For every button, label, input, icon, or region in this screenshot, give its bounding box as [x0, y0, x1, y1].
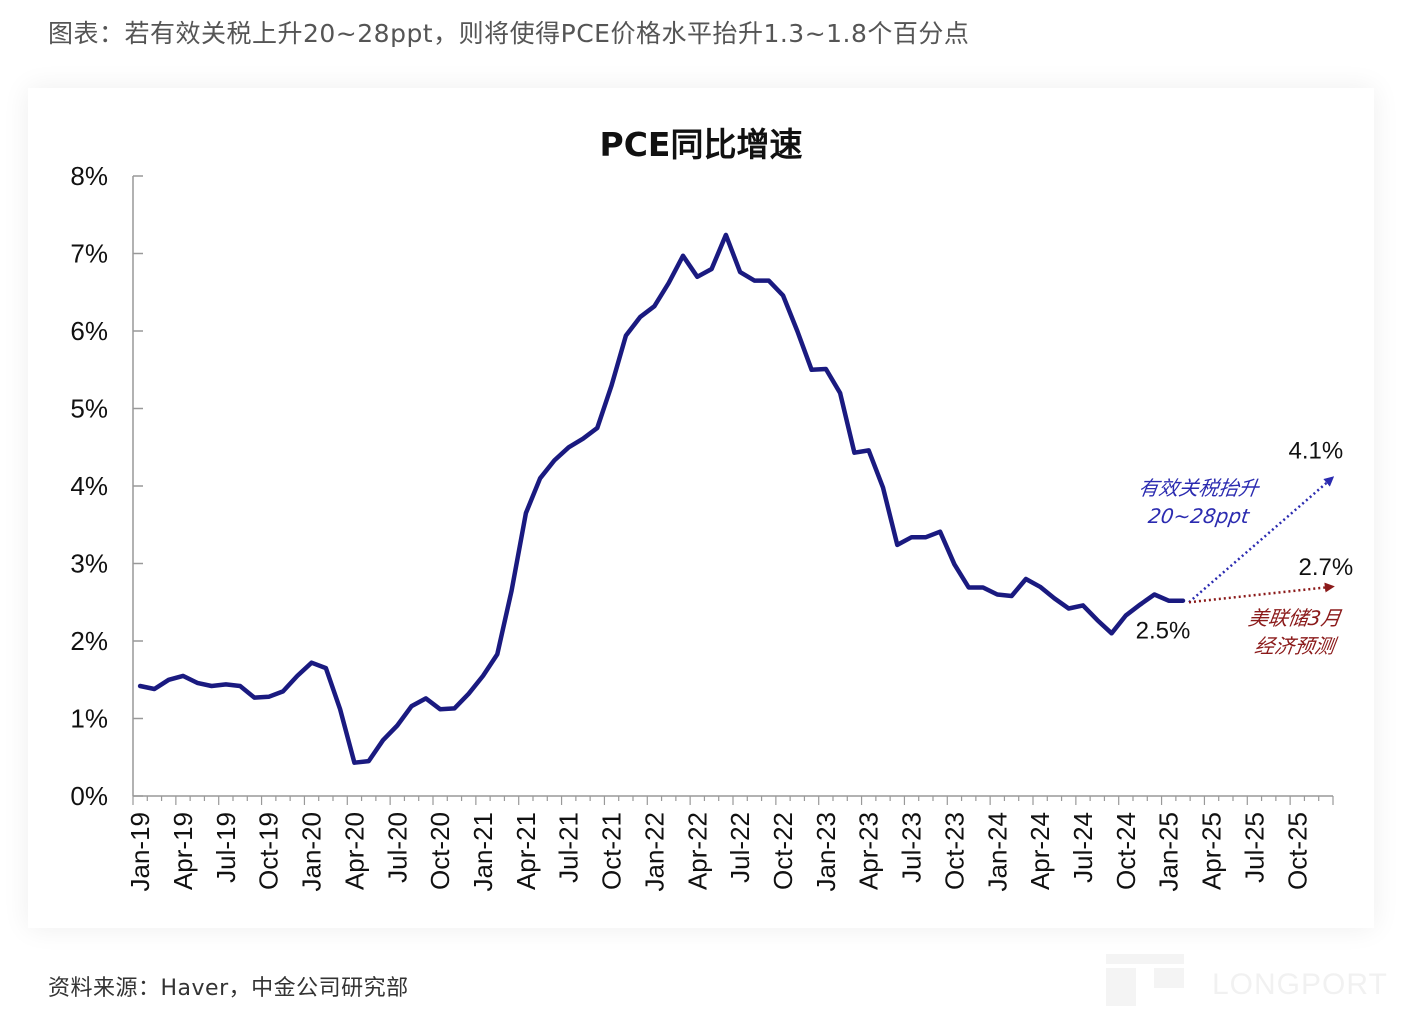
x-tick-label: Jul-22: [725, 812, 755, 883]
x-tick-label: Apr-24: [1025, 812, 1055, 890]
x-tick-label: Apr-19: [168, 812, 198, 890]
x-tick-label: Oct-21: [597, 812, 627, 890]
y-tick-label: 1%: [70, 704, 108, 734]
chart-title: PCE同比增速: [599, 125, 803, 164]
x-tick-label: Jul-21: [554, 812, 584, 883]
x-tick-label: Oct-23: [939, 812, 969, 890]
y-tick-label: 4%: [70, 471, 108, 501]
x-tick-label: Apr-22: [682, 812, 712, 890]
y-tick-label: 7%: [70, 239, 108, 269]
tariff-projection-arrow: [1188, 476, 1335, 604]
y-tick-label: 8%: [70, 161, 108, 191]
x-tick-label: Jan-21: [468, 812, 498, 892]
x-tick-label: Oct-20: [425, 812, 455, 890]
x-tick-label: Oct-25: [1282, 812, 1312, 890]
watermark-text: LONGPORT: [1212, 968, 1388, 1001]
x-tick-label: Jan-19: [125, 812, 155, 892]
x-tick-label: Apr-20: [339, 812, 369, 890]
x-tick-label: Jan-20: [297, 812, 327, 892]
value-label: 4.1%: [1289, 437, 1344, 464]
y-axis-ticks: 0% 1% 2% 3% 4% 5% 6% 7% 8%: [70, 161, 143, 811]
x-tick-label: Jan-24: [982, 812, 1012, 892]
fed-annotation-line: 美联储3月: [1247, 606, 1344, 630]
x-tick-label: Jan-23: [811, 812, 841, 892]
page-heading: 图表：若有效关税上升20~28ppt，则将使得PCE价格水平抬升1.3~1.8个…: [48, 19, 970, 48]
x-tick-label: Jul-20: [382, 812, 412, 883]
x-tick-label: Jul-24: [1068, 812, 1098, 883]
x-tick-label: Jan-25: [1154, 812, 1184, 892]
fed-projection-arrow: [1188, 582, 1335, 604]
pce-series: [137, 232, 1186, 765]
y-tick-label: 6%: [70, 316, 108, 346]
x-tick-label: Jul-19: [211, 812, 241, 883]
x-tick-label: Jul-25: [1239, 812, 1269, 883]
x-tick-label: Jan-22: [639, 812, 669, 892]
longport-watermark: LONGPORT: [1106, 954, 1396, 1006]
x-tick-label: Oct-24: [1111, 812, 1141, 890]
value-label: 2.5%: [1136, 617, 1191, 644]
x-axis-ticks: Jan-19 Apr-19 Jul-19 Oct-19 Jan-20 Apr-20 Jul-…: [125, 796, 1334, 892]
tariff-annotation-line: 20~28ppt: [1147, 504, 1252, 528]
longport-logo-icon: [1106, 954, 1184, 1006]
y-tick-label: 5%: [70, 394, 108, 424]
projection-arrows: [1188, 476, 1335, 604]
y-tick-label: 0%: [70, 781, 108, 811]
x-tick-label: Apr-21: [511, 812, 541, 890]
x-tick-label: Oct-22: [768, 812, 798, 890]
tariff-annotation-line: 有效关税抬升: [1137, 476, 1262, 500]
x-tick-label: Apr-25: [1197, 812, 1227, 890]
source-note: 资料来源：Haver，中金公司研究部: [48, 976, 409, 1001]
x-tick-label: Apr-23: [854, 812, 884, 890]
x-tick-label: Jul-23: [897, 812, 927, 883]
y-tick-label: 3%: [70, 549, 108, 579]
y-tick-label: 2%: [70, 626, 108, 656]
fed-annotation-line: 经济预测: [1253, 634, 1339, 658]
value-label: 2.7%: [1299, 554, 1354, 581]
x-tick-label: Oct-19: [254, 812, 284, 890]
chart-card: [28, 88, 1374, 928]
pce-yoy-line: [137, 232, 1186, 765]
